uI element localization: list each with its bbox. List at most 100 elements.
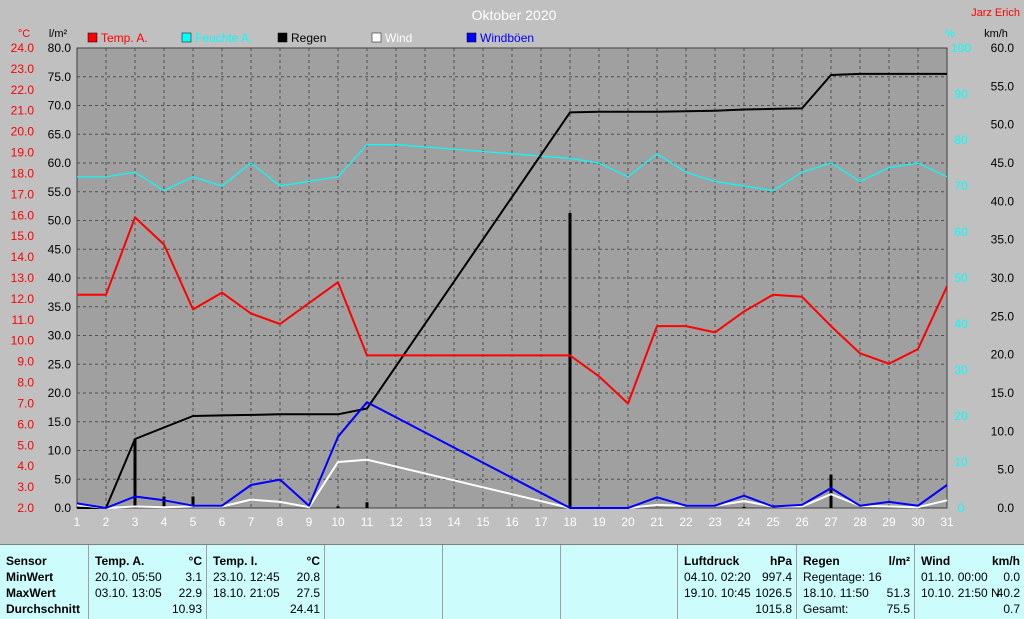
pressure-max-time: 19.10. 10:45 <box>684 586 751 600</box>
wind-min-value: 0.0 <box>1003 570 1020 584</box>
wind-tick-label: 40.0 <box>991 194 1015 208</box>
rain-tick-label: 0.0 <box>54 501 71 515</box>
temp-i-avg-value: 24.41 <box>289 602 320 616</box>
temp-tick-label: 13.0 <box>11 271 35 285</box>
wind-tick-label: 35.0 <box>991 233 1015 247</box>
legend-label-humidity: Feuchte A. <box>195 31 252 45</box>
stats-col-rain: Regen l/m² Regentage: 16 18.10. 11:50 51.3… <box>797 545 915 619</box>
legend-swatch-humidity <box>181 32 192 43</box>
temp-a-unit: °C <box>188 554 202 568</box>
legend-swatch-gust <box>466 32 477 43</box>
x-tick-label: 1 <box>74 515 81 529</box>
grid-lines <box>77 48 947 508</box>
wind-avg-value: 0.7 <box>1003 602 1020 616</box>
pressure-unit: hPa <box>769 554 792 568</box>
temp-tick-label: 21.0 <box>11 104 35 118</box>
wind-tick-label: 30.0 <box>991 271 1015 285</box>
row-label-min: MinWert <box>6 570 54 584</box>
x-tick-label: 31 <box>940 515 954 529</box>
wind-tick-label: 60.0 <box>991 41 1015 55</box>
x-tick-label: 20 <box>621 515 635 529</box>
rain-tick-label: 35.0 <box>48 300 72 314</box>
temp-a-min-value: 3.1 <box>185 570 202 584</box>
legend-label-gust: Windböen <box>480 31 534 45</box>
temp-tick-label: 4.0 <box>17 459 34 473</box>
x-tick-label: 24 <box>737 515 751 529</box>
temp-tick-label: 5.0 <box>17 438 34 452</box>
temp-tick-label: 12.0 <box>11 292 35 306</box>
x-tick-label: 5 <box>190 515 197 529</box>
wind-tick-label: 20.0 <box>991 348 1015 362</box>
temp-i-max-value: 27.5 <box>296 586 320 600</box>
humidity-tick-label: 10 <box>954 455 968 469</box>
chart-title: Oktober 2020 <box>472 7 557 23</box>
temp-tick-label: 3.0 <box>17 480 34 494</box>
rain-bar <box>568 213 572 508</box>
temp-a-min-time: 20.10. 05:50 <box>95 570 162 584</box>
rain-tick-label: 55.0 <box>48 185 72 199</box>
x-tick-label: 11 <box>361 515 374 529</box>
wind-tick-label: 5.0 <box>997 463 1014 477</box>
statistics-panel: Sensor MinWert MaxWert Durchschnitt Temp… <box>0 544 1024 619</box>
stats-col-sensor: Sensor MinWert MaxWert Durchschnitt <box>0 545 89 619</box>
temp-tick-label: 14.0 <box>11 250 35 264</box>
temp-i-max-time: 18.10. 21:05 <box>213 586 280 600</box>
wind-max-time: 10.10. 21:50 N <box>921 586 1000 600</box>
x-tick-label: 15 <box>476 515 490 529</box>
temp-tick-label: 17.0 <box>11 187 35 201</box>
temp-a-max-value: 22.9 <box>178 586 202 600</box>
rain-bar <box>162 496 166 508</box>
x-tick-label: 3 <box>132 515 139 529</box>
wind-tick-label: 55.0 <box>991 79 1015 93</box>
x-tick-label: 2 <box>103 515 110 529</box>
legend-swatch-wind <box>371 32 382 43</box>
rain-unit-label: l/m² <box>49 28 68 40</box>
temp-i-unit: °C <box>306 554 320 568</box>
temp-a-max-time: 03.10. 13:05 <box>95 586 162 600</box>
rain-total-label: Gesamt: <box>803 602 849 616</box>
rain-max-value: 51.3 <box>886 586 910 600</box>
stats-col-temp-a: Temp. A. °C 20.10. 05:50 3.1 03.10. 13:05 2… <box>89 545 207 619</box>
wind-header: Wind <box>921 554 951 568</box>
rain-header: Regen <box>803 554 840 568</box>
temp-i-min-value: 20.8 <box>296 570 320 584</box>
rain-tick-label: 5.0 <box>54 472 71 486</box>
rain-bar <box>133 439 137 508</box>
x-tick-label: 23 <box>708 515 722 529</box>
rain-tick-label: 25.0 <box>48 357 72 371</box>
wind-unit-label: km/h <box>984 28 1008 40</box>
rain-bar <box>191 496 195 508</box>
temp-tick-label: 24.0 <box>11 41 35 55</box>
temp-tick-label: 18.0 <box>11 166 35 180</box>
legend-label-temp: Temp. A. <box>101 31 148 45</box>
temp-tick-label: 2.0 <box>17 501 34 515</box>
x-tick-label: 29 <box>882 515 896 529</box>
x-tick-label: 28 <box>853 515 867 529</box>
x-tick-label: 17 <box>534 515 548 529</box>
rain-tick-label: 60.0 <box>48 156 72 170</box>
rain-tick-label: 20.0 <box>48 386 72 400</box>
rain-bar <box>336 506 340 508</box>
stats-col-pressure: Luftdruck hPa 04.10. 02:20 997.4 19.10. 10… <box>678 545 797 619</box>
pressure-max-value: 1026.5 <box>755 586 792 600</box>
x-tick-label: 12 <box>389 515 403 529</box>
pressure-min-time: 04.10. 02:20 <box>684 570 751 584</box>
humidity-tick-label: 100 <box>951 41 971 55</box>
wind-min-time: 01.10. 00:00 <box>921 570 988 584</box>
legend: Temp. A. Feuchte A. Regen Wind Windböen <box>87 31 534 45</box>
author-label: Jarz Erich <box>971 7 1020 19</box>
wind-tick-label: 50.0 <box>991 118 1015 132</box>
series-lines <box>76 72 948 509</box>
rain-bar <box>365 502 369 508</box>
temp-unit-label: °C <box>18 28 30 40</box>
series-line-gust <box>76 401 948 509</box>
temp-i-header: Temp. I. <box>213 554 258 568</box>
x-tick-label: 27 <box>824 515 838 529</box>
series-line-temp <box>77 216 948 405</box>
x-tick-label: 22 <box>679 515 693 529</box>
humidity-tick-label: 80 <box>954 133 968 147</box>
x-tick-label: 25 <box>766 515 780 529</box>
series-line-rain <box>77 72 947 509</box>
temp-tick-label: 6.0 <box>17 417 34 431</box>
